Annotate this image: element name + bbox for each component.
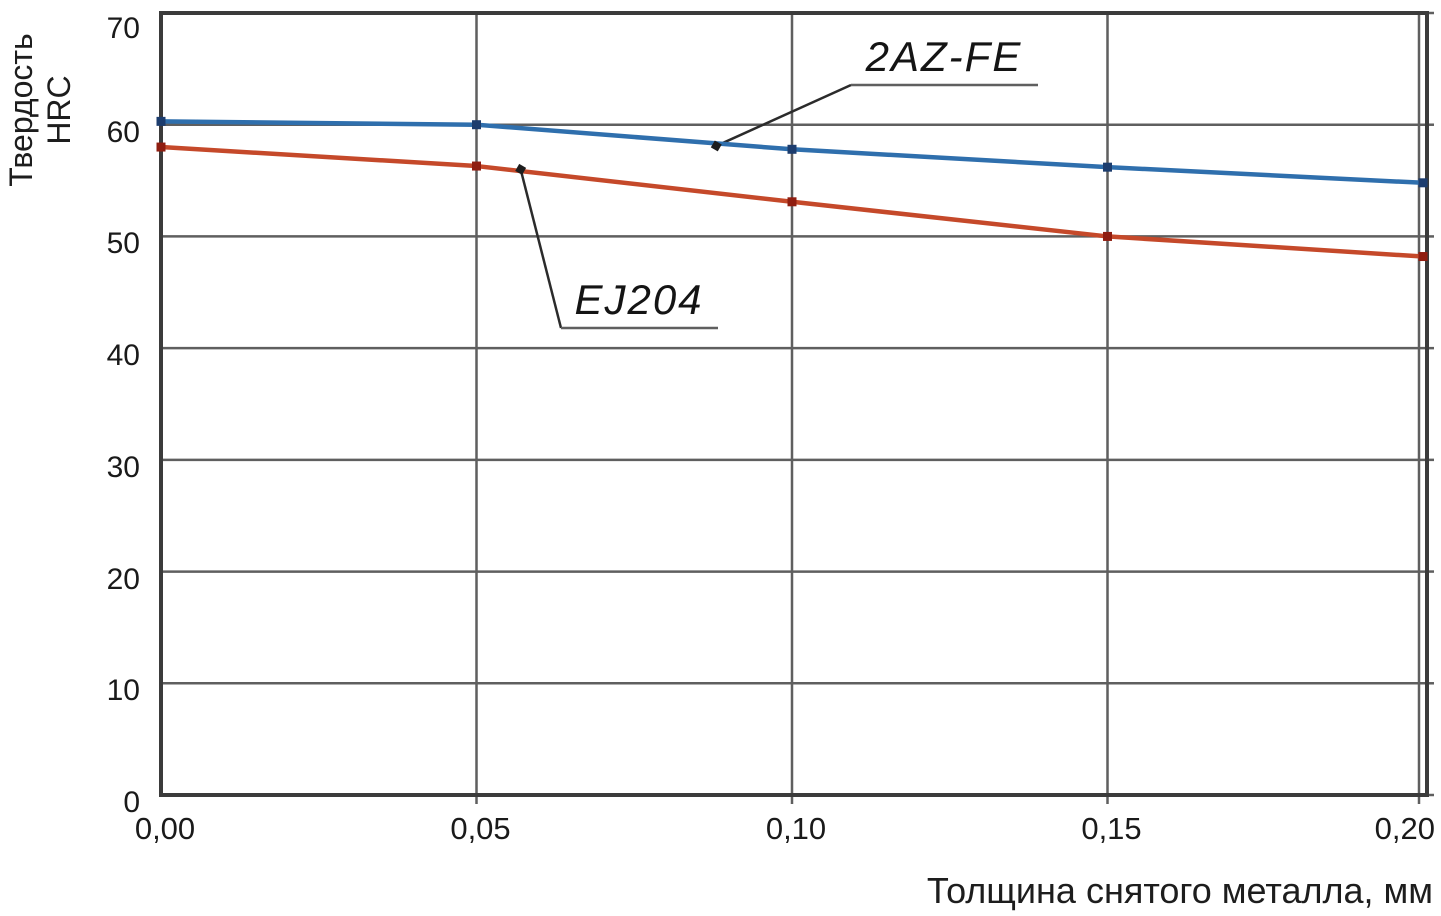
x-tick-label-0,10: 0,10 [765, 811, 827, 846]
annotation-ej204: EJ204 [574, 276, 704, 323]
data-point-EJ204-0,10 [787, 197, 797, 207]
data-point-EJ204-0,00 [156, 142, 166, 152]
data-point-2AZ-FE-0,00 [156, 116, 166, 126]
data-point-2AZ-FE-0,20 [1418, 178, 1428, 188]
y-tick-label-30: 30 [106, 450, 140, 484]
y-tick-label-20: 20 [106, 562, 140, 596]
x-tick-label-0,00: 0,00 [134, 811, 196, 846]
y-axis-title-line2: HRC [41, 75, 77, 145]
y-tick-label-10: 10 [106, 674, 140, 708]
leader-line-EJ204 [519, 169, 563, 329]
y-tick-label-50: 50 [106, 227, 140, 261]
plot-border [159, 11, 1429, 797]
data-point-2AZ-FE-0,10 [787, 144, 797, 154]
data-point-EJ204-0,05 [472, 161, 481, 171]
x-tick-label-0,20: 0,20 [1374, 811, 1435, 846]
y-axis-title: Твердость HRC [2, 0, 78, 235]
data-point-2AZ-FE-0,15 [1103, 162, 1112, 172]
y-tick-label-60: 60 [106, 115, 140, 149]
x-tick-label-0,15: 0,15 [1081, 811, 1142, 846]
x-tick-label-0,05: 0,05 [450, 811, 511, 846]
x-axis-title: Толщина снятого металла, мм [926, 870, 1433, 911]
y-tick-label-70: 70 [106, 12, 140, 45]
y-tick-label-40: 40 [106, 339, 140, 373]
leader-marker-2AZ-FE [710, 140, 722, 152]
annotation-2az-fe: 2AZ-FE [865, 33, 1023, 80]
leader-marker-EJ204 [515, 163, 527, 175]
y-axis-title-line1: Твердость [3, 33, 39, 187]
data-point-EJ204-0,20 [1418, 252, 1428, 262]
data-point-2AZ-FE-0,05 [472, 120, 481, 130]
y-tick-label-0: 0 [123, 786, 140, 819]
data-point-EJ204-0,15 [1103, 231, 1112, 241]
leader-line-2AZ-FE [715, 83, 852, 148]
